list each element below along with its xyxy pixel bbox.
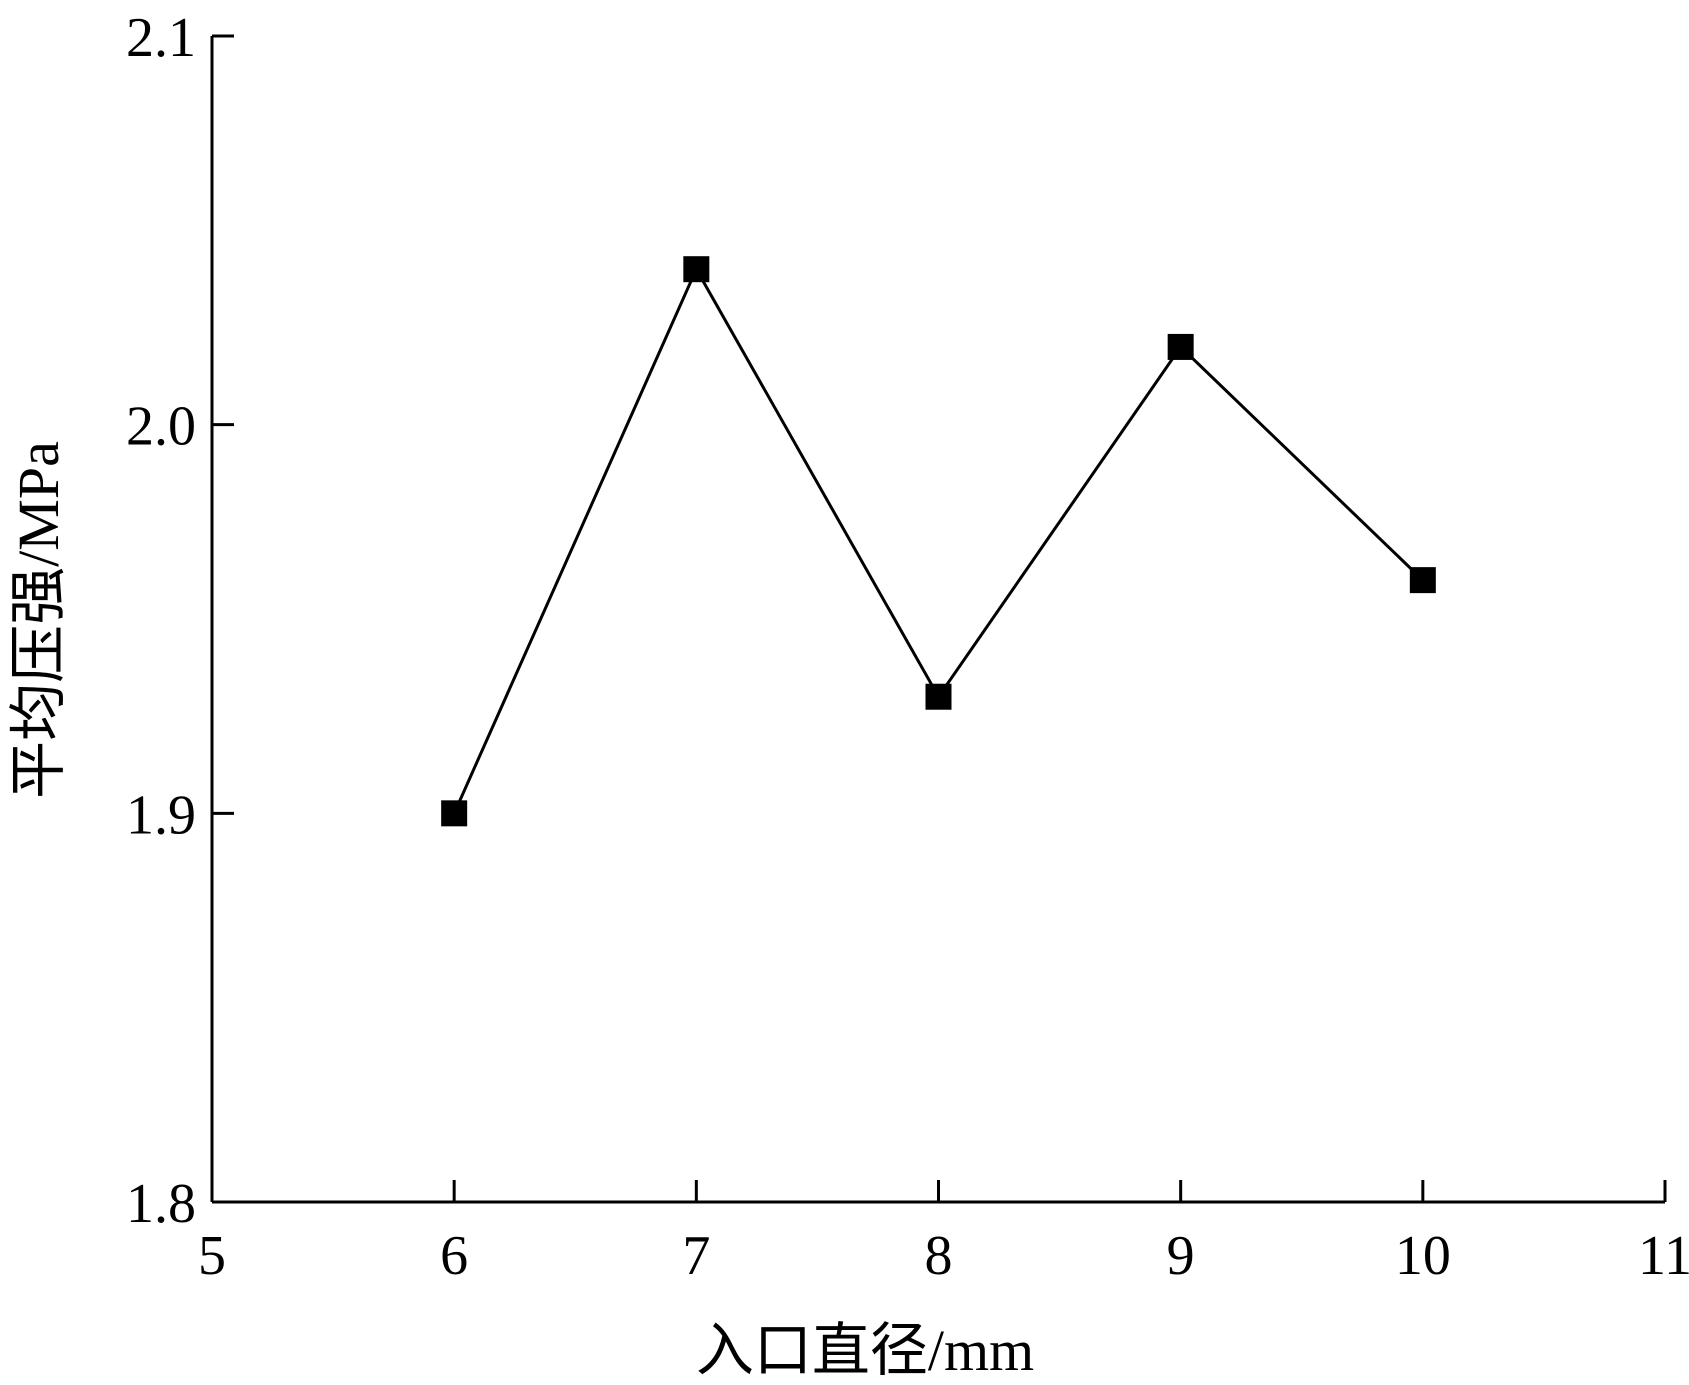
data-point-marker (1167, 333, 1194, 360)
y-tick-label: 2.1 (126, 7, 196, 69)
x-tick-label: 8 (925, 1225, 953, 1287)
x-tick-label: 11 (1638, 1225, 1689, 1287)
x-tick-label: 9 (1167, 1225, 1195, 1287)
data-point-marker (441, 800, 468, 827)
data-point-marker (1409, 567, 1436, 594)
series-group (441, 256, 1436, 827)
x-tick-label: 6 (440, 1225, 468, 1287)
data-point-marker (925, 683, 952, 710)
x-tick-label: 7 (682, 1225, 710, 1287)
x-tick-label: 10 (1395, 1225, 1451, 1287)
y-axis-label: 平均压强/MPa (6, 441, 71, 799)
axes (210, 36, 1665, 1204)
ticks: 5 6 7 8 9 10 11 1.8 1.9 2.0 2.1 (126, 7, 1689, 1287)
y-tick-label: 1.8 (126, 1173, 196, 1235)
x-axis-label: 入口直径/mm (696, 1318, 1034, 1383)
x-tick-label: 5 (198, 1225, 226, 1287)
series-line (452, 265, 1424, 814)
data-point-marker (683, 256, 710, 283)
y-tick-label: 2.0 (126, 396, 196, 458)
y-tick-label: 1.9 (126, 784, 196, 846)
